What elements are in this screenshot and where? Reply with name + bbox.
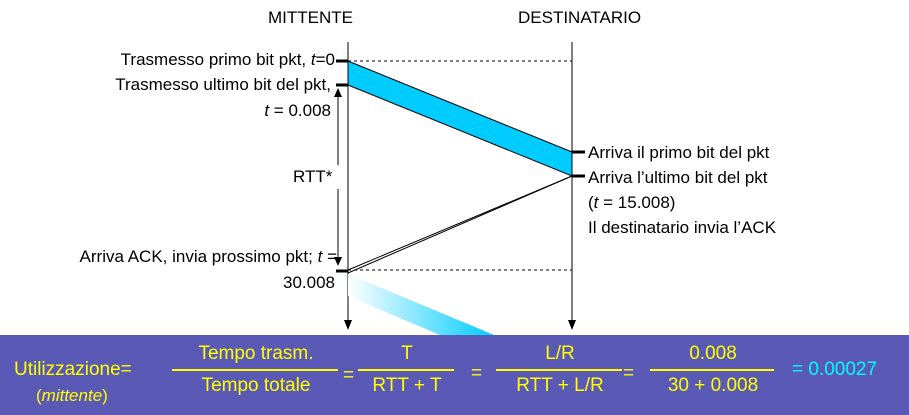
receiver-heading: DESTINATARIO [518,8,642,27]
utilization-formula-bar: Utilizzazione= (mittente) Tempo trasm. T… [0,335,909,415]
ack-arrival-time: 30.008 [283,273,335,292]
next-packet-band [348,274,494,335]
sender-heading: MITTENTE [268,8,353,27]
last-bit-time: t = 0.008 [264,101,331,120]
ack-arrival-label: Arriva ACK, invia prossimo pkt; t = [79,247,337,266]
frac1-line [172,369,338,371]
last-bit-label: Trasmesso ultimo bit del pkt, [115,75,331,94]
equals-2: = [471,363,483,384]
rtt-label-bg [290,165,342,189]
rtt-label: RTT* [293,167,333,186]
receiver-last-bit-label: Arriva l’ultimo bit del pkt [588,168,768,187]
frac4-denominator: 30 + 0.008 [667,375,759,396]
first-bit-label: Trasmesso primo bit pkt, t=0 [120,50,335,69]
frac3-line [496,369,622,371]
rtt-arrow-head-top [334,88,342,97]
frac4-line [650,369,774,371]
frac3-numerator: L/R [545,343,575,364]
frac3-denominator: RTT + L/R [516,375,604,396]
equals-3: = [623,363,635,384]
sender-timeline-arrow [344,320,352,330]
frac2-denominator: RTT + T [372,375,442,396]
utilization-sublabel: (mittente) [36,386,108,405]
frac1-numerator: Tempo trasm. [198,343,314,364]
frac2-line [358,369,454,371]
utilization-result: = 0.00027 [792,359,878,380]
receiver-time-label: (t = 15.008) [588,193,676,212]
receiver-ack-label: Il destinatario invia l’ACK [588,218,777,237]
frac4-numerator: 0.008 [689,343,737,364]
frac1-denominator: Tempo totale [201,375,311,396]
utilization-label: Utilizzazione= [14,359,132,380]
frac2-numerator: T [401,343,413,364]
packet-band [347,60,573,177]
receiver-first-bit-label: Arriva il primo bit del pkt [588,143,770,162]
equals-1: = [343,365,355,386]
rtt-arrow-head-bottom [334,257,342,266]
ack-line-lower [347,175,573,274]
receiver-timeline-arrow [568,320,576,330]
